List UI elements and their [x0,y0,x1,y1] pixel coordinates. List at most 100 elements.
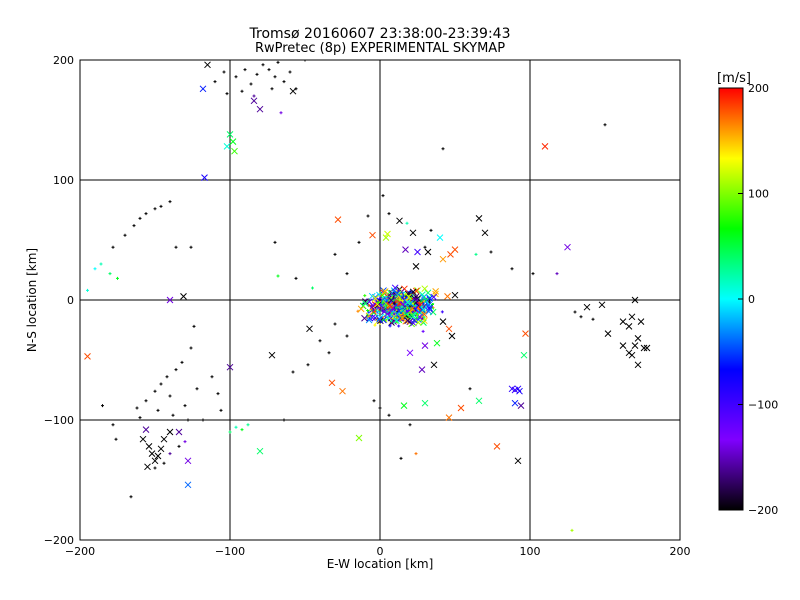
cluster-point [426,305,434,313]
cluster-point [430,293,438,301]
cluster-point [389,319,393,323]
data-point [475,215,483,222]
data-point [159,204,163,208]
cluster-point [404,299,411,306]
cluster-point [391,284,399,292]
data-point [591,317,595,321]
colorbar-tick-label: −200 [748,504,778,517]
cluster-point [414,319,422,326]
cluster-point [397,324,401,328]
data-point [414,248,421,256]
data-point [159,382,163,386]
data-point [511,399,519,407]
data-point [433,339,441,347]
cluster-point [376,309,380,313]
cluster-point [363,294,367,298]
data-point [166,296,174,304]
cluster-point [366,313,370,317]
data-point [541,143,549,150]
data-point [123,233,127,237]
data-point [177,444,181,448]
chart-subtitle: RwPretec (8p) EXPERIMENTAL SKYMAP [255,41,505,56]
data-point [489,250,493,254]
cluster-point [365,316,373,324]
colorbar-label: [m/s] [717,71,751,86]
data-point [246,423,250,427]
data-point [291,370,295,374]
cluster-point [388,324,392,328]
data-point [333,252,337,256]
data-point [387,212,391,216]
data-point [405,221,409,225]
data-point [165,375,169,379]
data-point [189,245,193,249]
data-point [355,434,363,442]
data-point [628,313,636,321]
cluster-point [393,310,401,318]
data-point [223,143,231,150]
data-point [294,87,298,91]
data-point [195,387,199,391]
data-point [382,234,390,241]
data-point [603,123,607,127]
cluster-point [373,309,377,313]
y-tick-label: −100 [44,414,74,427]
cluster-point [376,300,380,304]
data-point [157,445,165,453]
cluster-point [386,301,394,309]
data-point [514,457,522,465]
cluster-point [357,305,365,313]
data-point [174,368,178,372]
data-point [256,447,264,455]
cluster-point [427,300,431,304]
data-point [273,240,277,244]
data-point [445,414,453,421]
data-point [139,435,147,443]
data-point [311,286,314,290]
data-point [634,335,642,342]
data-point [421,399,429,407]
data-point [184,457,192,465]
data-point [93,267,97,271]
x-axis-label: E-W location [km] [327,557,434,571]
data-point [153,207,157,211]
x-tick-label: 0 [377,545,384,558]
data-point [475,397,483,405]
colorbar-ticks: 200 100 0 −100 −200 [738,82,778,517]
data-point [111,245,115,249]
plot-frame [79,59,681,541]
cluster-point [381,301,385,305]
data-point [160,435,168,443]
cluster-point [420,293,427,301]
data-point [240,428,244,432]
data-point [579,315,583,319]
data-point [268,351,276,359]
data-point [369,231,376,239]
cluster-point [415,316,419,320]
data-point [174,245,178,249]
y-tick-label: 200 [53,54,74,67]
data-point [201,418,205,422]
colorbar-tick-label: 0 [748,293,755,306]
data-point [451,291,459,299]
data-point [402,246,409,253]
data-point [252,94,256,98]
cluster-point [421,329,425,333]
data-point [468,387,472,391]
data-point [154,452,162,460]
data-point [328,379,336,387]
data-point [189,346,193,350]
data-point [138,416,142,420]
data-point [267,68,271,72]
data-point [213,80,217,84]
data-point [153,466,157,470]
data-point [444,293,451,300]
data-point [640,344,648,352]
data-point [637,318,645,325]
data-point [631,296,639,304]
data-point [436,234,444,241]
data-point [430,361,438,369]
data-point [204,61,211,69]
cluster-point [416,307,420,311]
data-point [144,399,148,403]
